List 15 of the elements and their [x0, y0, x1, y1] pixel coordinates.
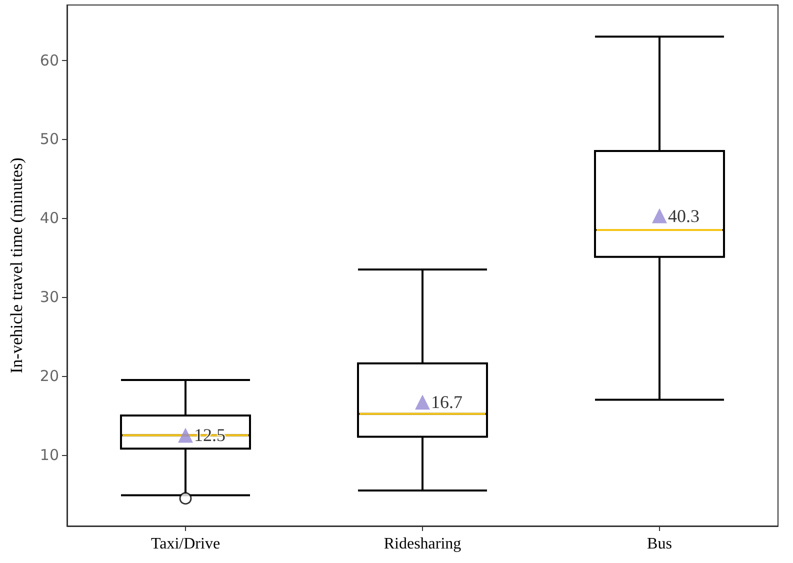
y-tick-label: 30	[40, 288, 59, 306]
y-tick-label: 40	[40, 209, 59, 228]
point	[652, 208, 667, 224]
point	[178, 428, 193, 443]
y-axis-title: In-vehicle travel time (minutes)	[7, 158, 26, 374]
y-tick-label: 10	[40, 446, 59, 464]
x-tick-label: Bus	[647, 536, 672, 552]
point	[415, 394, 430, 410]
x-tick-label: Taxi/Drive	[150, 536, 220, 552]
x-tick-label: Ridesharing	[384, 536, 462, 552]
y-tick-label: 50	[40, 130, 59, 148]
y-tick-label: 60	[40, 51, 59, 70]
data-label: 16.7	[431, 392, 462, 412]
y-tick-label: 20	[40, 367, 59, 386]
data-label: 40.3	[668, 206, 700, 226]
